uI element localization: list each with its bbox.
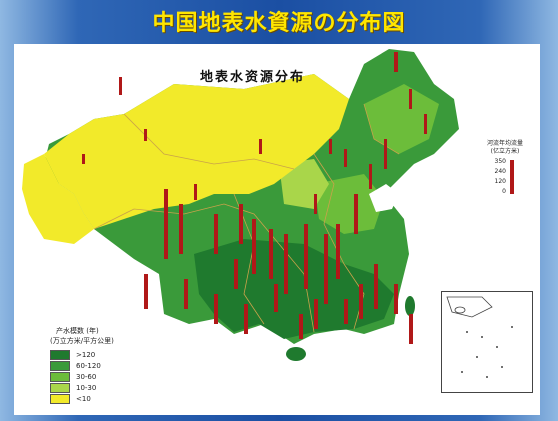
- legend-item: <10: [50, 393, 170, 404]
- region-yellow-2: [22, 154, 94, 244]
- flow-legend-subtitle: (亿立方米): [490, 148, 520, 155]
- river-flow-bars: [82, 52, 427, 344]
- region-lightgreen-2: [364, 84, 439, 154]
- legend-label: 60-120: [76, 361, 101, 370]
- region-yellow: [44, 74, 349, 229]
- legend-label: 10-30: [76, 383, 97, 392]
- legend-swatch: [50, 371, 70, 382]
- map-title: 地表水资源分布: [200, 70, 306, 85]
- legend-item: 30-60: [50, 371, 170, 382]
- legend-label: 30-60: [76, 372, 97, 381]
- flow-scale-bar: [510, 160, 514, 194]
- taiwan-island: [405, 296, 415, 316]
- flow-bar-legend: 河流年均流量 (亿立方米) 350 240 120 0: [474, 140, 536, 195]
- legend-item: 60-120: [50, 360, 170, 371]
- legend-label: <10: [76, 394, 91, 403]
- south-china-sea-inset: [441, 291, 533, 393]
- legend-subtitle: (万立方米/平方公里): [50, 337, 114, 345]
- legend-swatch: [50, 349, 70, 360]
- water-legend: 产水模数 (年) (万立方米/平方公里) >120 60-120 30-60 1…: [50, 326, 170, 404]
- flow-tick: 120: [494, 178, 506, 185]
- slide-title: 中国地表水資源の分布図: [152, 11, 406, 36]
- flow-tick: 0: [502, 188, 506, 195]
- legend-item: 10-30: [50, 382, 170, 393]
- flow-tick: 240: [494, 168, 506, 175]
- sea-bohai: [369, 184, 399, 212]
- legend-swatch: [50, 393, 70, 404]
- flow-legend-scale: 350 240 120 0: [474, 158, 536, 195]
- title-bar: 中国地表水資源の分布図: [0, 0, 558, 42]
- flow-legend-title: 河流年均流量: [486, 140, 523, 147]
- legend-item: >120: [50, 349, 170, 360]
- china-water-map: [22, 49, 459, 361]
- region-lightgreen: [314, 174, 384, 234]
- inset-map: [446, 296, 513, 378]
- map-panel: 地表水资源分布 河流年均流量 (亿立方米) 350 240 120 0 产水模数…: [14, 44, 540, 415]
- legend-swatch: [50, 382, 70, 393]
- legend-label: >120: [76, 350, 96, 359]
- legend-swatch: [50, 360, 70, 371]
- hainan-island: [286, 347, 306, 361]
- flow-tick: 350: [494, 158, 506, 165]
- legend-title: 产水模数 (年): [56, 327, 99, 335]
